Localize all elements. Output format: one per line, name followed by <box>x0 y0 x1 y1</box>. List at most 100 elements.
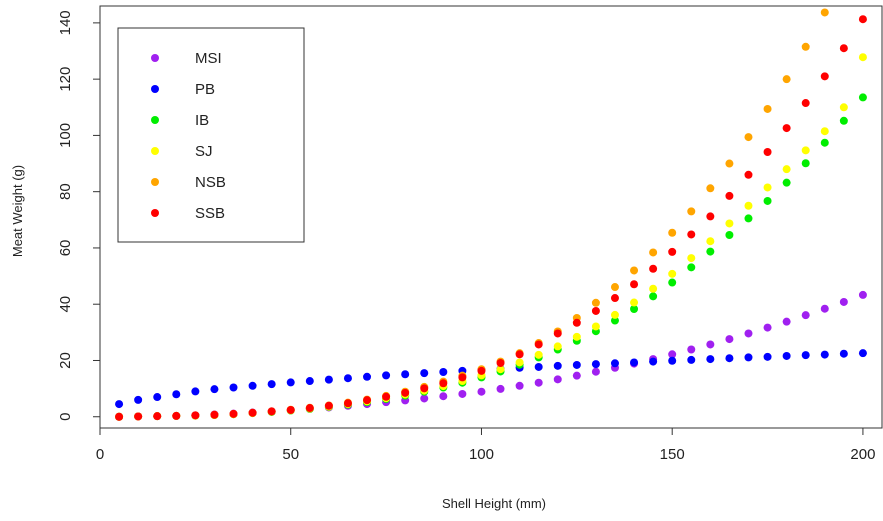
data-point-pb <box>229 383 238 392</box>
data-point-ssb <box>763 148 772 157</box>
data-point-sj <box>591 322 600 331</box>
data-point-pb <box>382 371 391 380</box>
data-point-nsb <box>649 248 658 257</box>
data-point-sj <box>725 219 734 228</box>
data-point-pb <box>439 368 448 377</box>
x-axis-title: Shell Height (mm) <box>442 496 546 511</box>
data-point-pb <box>706 355 715 364</box>
data-point-sj <box>649 284 658 293</box>
data-point-ib <box>630 304 639 313</box>
data-point-ssb <box>305 404 314 413</box>
data-point-ib <box>725 231 734 240</box>
data-point-pb <box>134 395 143 404</box>
legend-label: IB <box>195 112 209 129</box>
y-axis-title: Meat Weight (g) <box>10 165 25 257</box>
data-point-msi <box>858 290 867 299</box>
data-point-ssb <box>630 280 639 289</box>
data-point-pb <box>324 375 333 384</box>
data-point-msi <box>515 381 524 390</box>
y-tick-label: 0 <box>57 413 74 421</box>
data-point-msi <box>725 335 734 344</box>
data-point-msi <box>820 304 829 313</box>
data-point-nsb <box>801 42 810 51</box>
data-point-pb <box>858 349 867 358</box>
data-point-ssb <box>343 399 352 408</box>
x-tick-label: 200 <box>850 446 875 463</box>
legend-label: SSB <box>195 205 225 222</box>
legend-marker <box>151 116 159 124</box>
data-point-pb <box>744 353 753 362</box>
series-ssb <box>115 15 867 421</box>
data-point-pb <box>553 361 562 370</box>
data-point-sj <box>706 237 715 246</box>
data-point-sj <box>553 342 562 351</box>
data-point-sj <box>515 358 524 367</box>
data-point-ssb <box>668 247 677 256</box>
data-point-nsb <box>782 75 791 84</box>
data-point-pb <box>343 374 352 383</box>
data-point-ssb <box>458 373 467 382</box>
data-point-ssb <box>744 170 753 179</box>
data-point-sj <box>572 332 581 341</box>
y-tick-label: 100 <box>57 123 74 148</box>
x-tick-label: 100 <box>469 446 494 463</box>
data-point-ssb <box>572 318 581 327</box>
data-point-ssb <box>553 329 562 338</box>
legend-marker <box>151 147 159 155</box>
data-point-pb <box>649 357 658 366</box>
data-point-ssb <box>191 411 200 420</box>
data-point-ssb <box>706 212 715 221</box>
data-point-sj <box>534 350 543 359</box>
data-point-msi <box>782 317 791 326</box>
data-point-sj <box>687 254 696 263</box>
data-point-pb <box>248 381 257 390</box>
data-point-msi <box>706 340 715 349</box>
data-point-msi <box>496 384 505 393</box>
data-point-ssb <box>820 72 829 81</box>
data-point-msi <box>572 371 581 380</box>
data-point-nsb <box>763 104 772 113</box>
x-tick-label: 0 <box>96 446 104 463</box>
legend-marker <box>151 209 159 217</box>
data-point-ssb <box>515 350 524 359</box>
data-point-ssb <box>267 407 276 416</box>
data-point-pb <box>572 360 581 369</box>
data-point-msi <box>420 394 429 403</box>
data-point-pb <box>820 350 829 359</box>
data-point-ssb <box>801 99 810 108</box>
data-point-ssb <box>363 396 372 405</box>
data-point-pb <box>153 393 162 402</box>
data-point-sj <box>496 365 505 374</box>
data-point-ib <box>858 93 867 102</box>
data-point-pb <box>534 362 543 371</box>
data-point-pb <box>610 359 619 368</box>
data-point-ssb <box>687 230 696 239</box>
data-point-sj <box>820 127 829 136</box>
y-tick-label: 140 <box>57 10 74 35</box>
data-point-ssb <box>324 401 333 410</box>
data-point-ib <box>744 214 753 223</box>
data-point-pb <box>115 400 124 409</box>
data-point-sj <box>668 269 677 278</box>
data-point-pb <box>839 349 848 358</box>
data-point-ssb <box>286 405 295 414</box>
data-point-ssb <box>401 388 410 397</box>
data-point-msi <box>591 367 600 376</box>
data-point-ssb <box>725 191 734 200</box>
data-point-nsb <box>687 207 696 216</box>
legend-marker <box>151 54 159 62</box>
data-point-ssb <box>610 294 619 303</box>
data-point-ssb <box>858 15 867 24</box>
data-point-pb <box>782 351 791 360</box>
y-tick-label: 20 <box>57 352 74 369</box>
data-point-pb <box>191 387 200 396</box>
legend-label: SJ <box>195 143 213 160</box>
y-tick-label: 40 <box>57 296 74 313</box>
data-point-nsb <box>706 184 715 193</box>
data-point-pb <box>801 351 810 360</box>
data-point-msi <box>801 311 810 320</box>
legend-marker <box>151 178 159 186</box>
data-point-pb <box>363 372 372 381</box>
data-point-nsb <box>610 283 619 292</box>
